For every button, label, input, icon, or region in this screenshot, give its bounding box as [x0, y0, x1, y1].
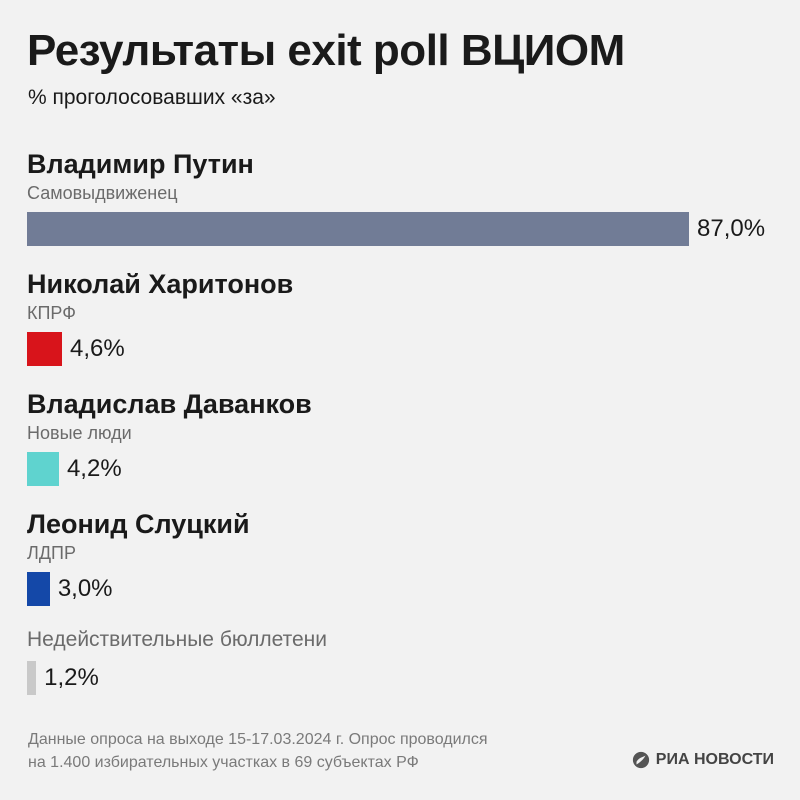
candidate-name: Владимир Путин	[27, 149, 254, 179]
invalid-ballots-row: Недействительные бюллетени 1,2%	[27, 627, 787, 695]
ria-logo: РИА НОВОСТИ	[632, 751, 774, 769]
value-label-1: 4,6%	[70, 335, 125, 362]
candidate-row-3: Леонид Слуцкий ЛДПР 3,0%	[27, 508, 787, 606]
candidate-party: КПРФ	[27, 303, 76, 323]
value-label-0: 87,0%	[697, 215, 766, 242]
candidate-party: ЛДПР	[27, 543, 76, 563]
candidate-party: Новые люди	[27, 423, 132, 443]
chart-title: Результаты exit poll ВЦИОМ	[27, 26, 625, 75]
candidate-name: Леонид Слуцкий	[27, 509, 250, 539]
value-label-3: 3,0%	[57, 575, 113, 602]
chart-subtitle: % проголосовавших «за»	[28, 86, 276, 109]
bar-3	[27, 572, 50, 606]
footnote-line-1: Данные опроса на выходе 15-17.03.2024 г.…	[28, 731, 488, 748]
logo-text: РИА НОВОСТИ	[655, 751, 774, 768]
candidate-party: Самовыдвиженец	[27, 183, 178, 203]
ria-logo-icon	[632, 751, 649, 769]
candidate-row-2: Владислав Даванков Новые люди 4,2%	[27, 388, 787, 486]
bar-0	[27, 212, 689, 246]
invalid-ballots-label: Недействительные бюллетени	[27, 628, 328, 651]
candidate-name: Владислав Даванков	[27, 389, 312, 419]
bar-4	[27, 661, 37, 695]
candidate-name: Николай Харитонов	[27, 269, 294, 299]
candidate-row-0: Владимир Путин Самовыдвиженец 87,0%	[27, 148, 787, 246]
bar-1	[27, 332, 62, 366]
value-label-2: 4,2%	[66, 455, 122, 482]
footnote: Данные опроса на выходе 15-17.03.2024 г.…	[28, 728, 588, 774]
footnote-line-2: на 1.400 избирательных участках в 69 суб…	[28, 754, 419, 771]
value-label-4: 1,2%	[44, 664, 99, 691]
bar-2	[27, 452, 59, 486]
candidate-row-1: Николай Харитонов КПРФ 4,6%	[27, 268, 787, 366]
